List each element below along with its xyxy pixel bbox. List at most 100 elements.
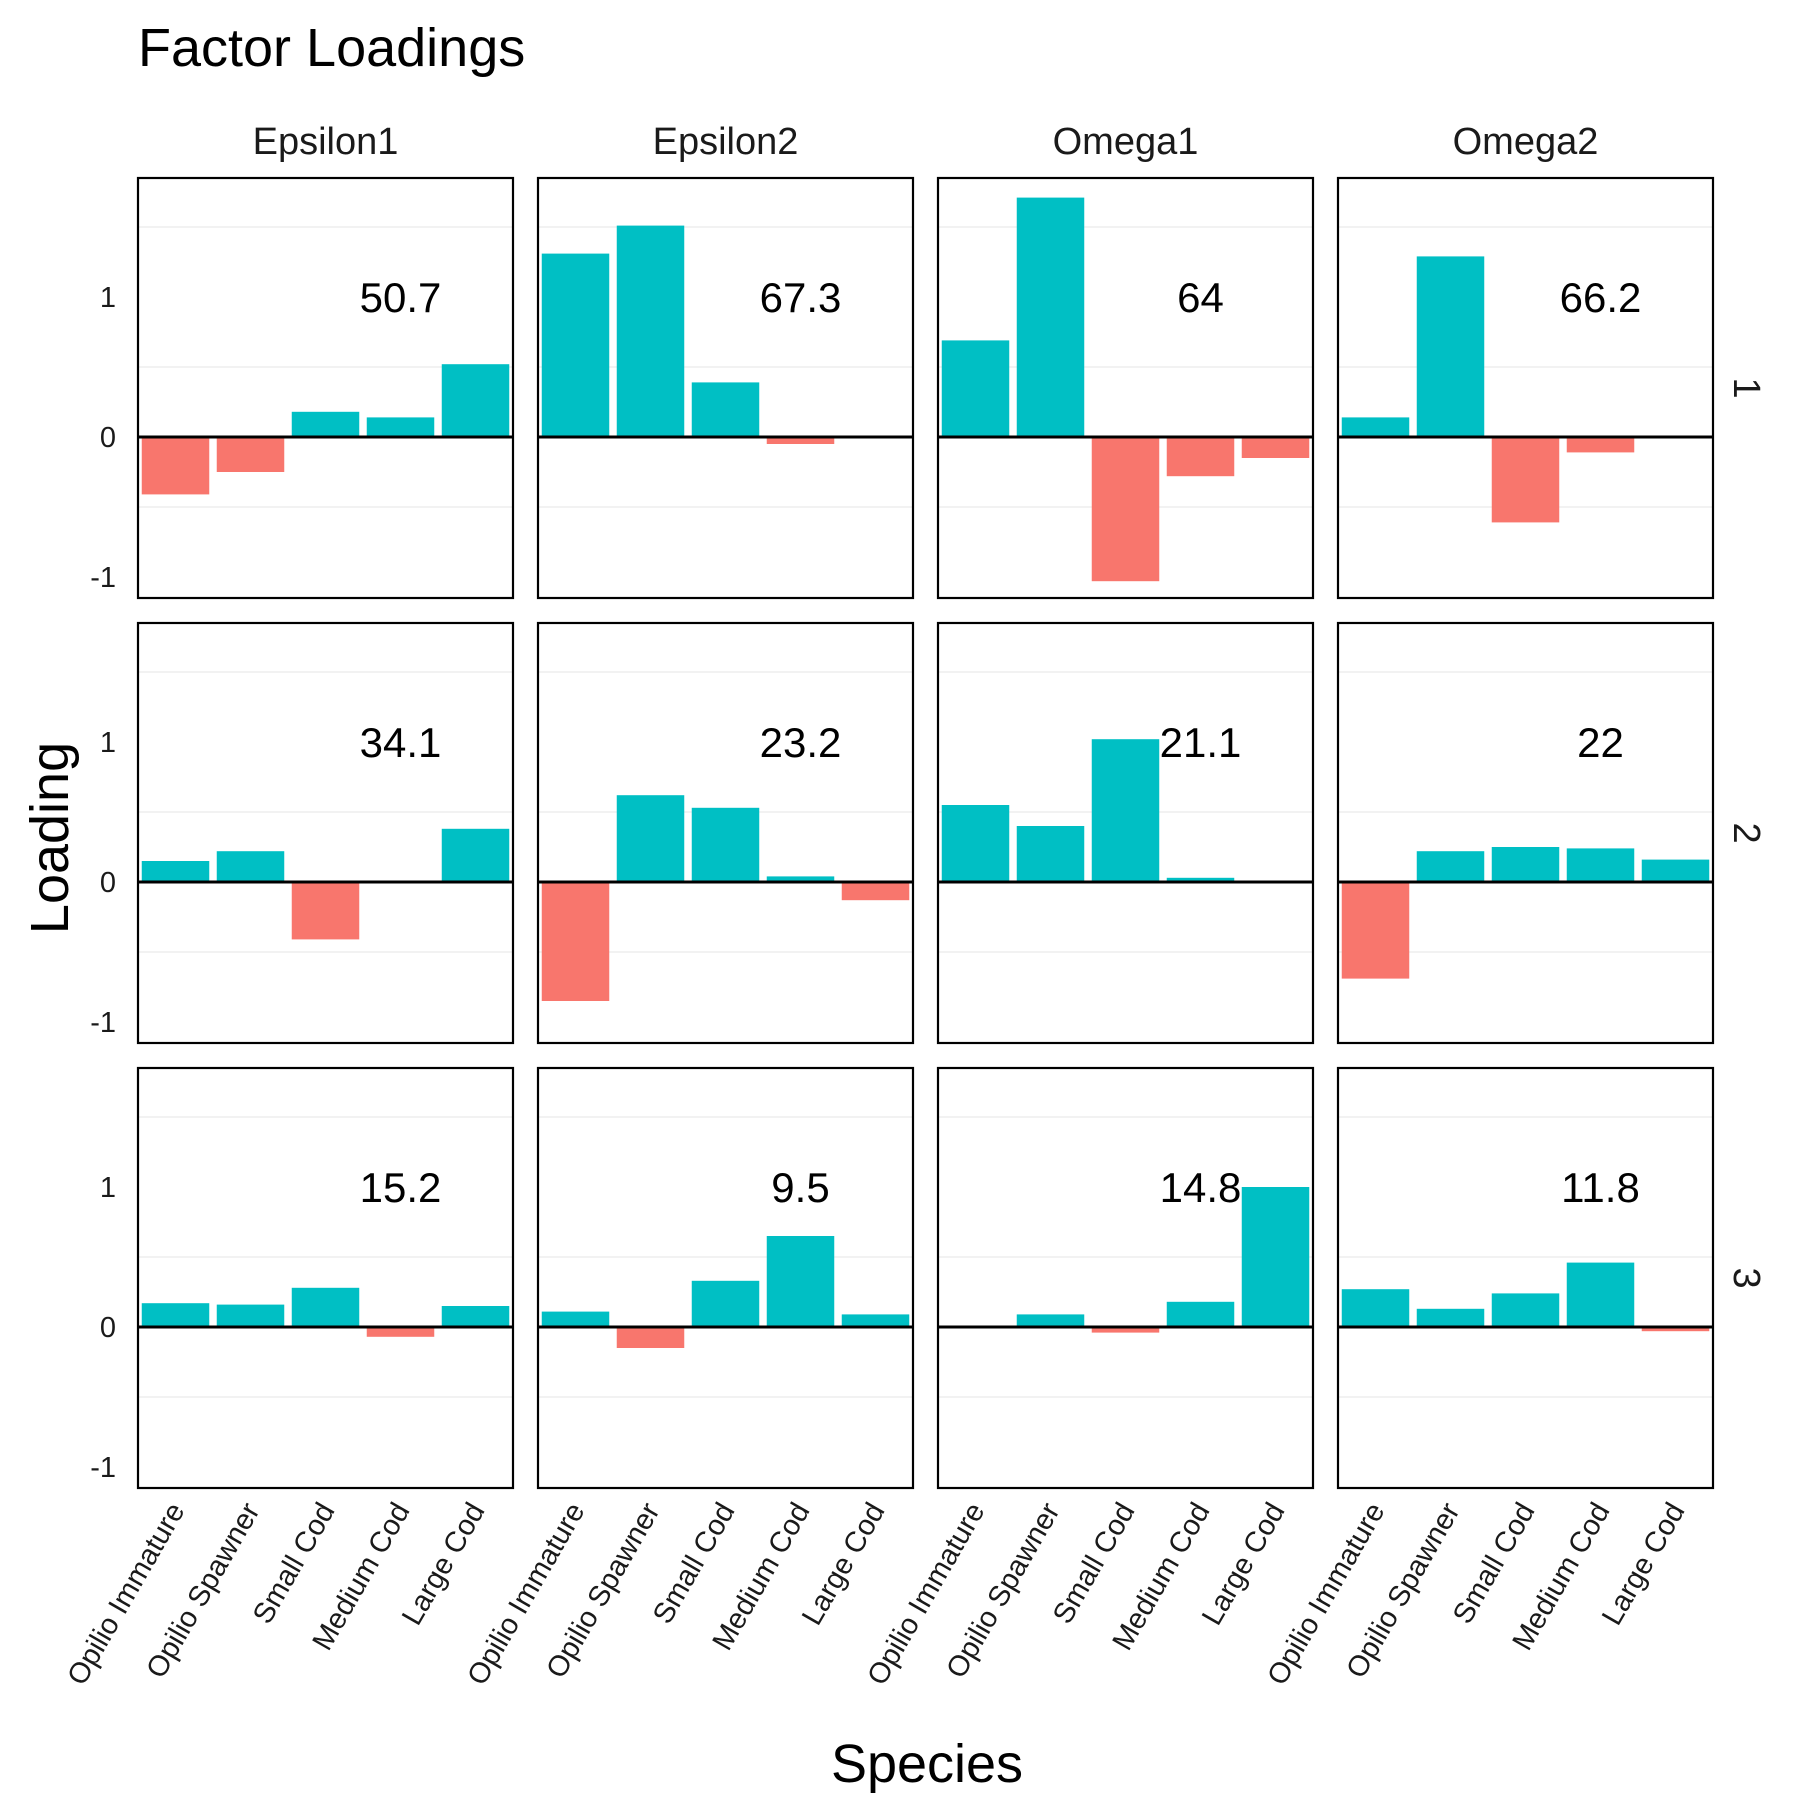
loading-bar [141, 437, 210, 495]
facet-column-label: Omega1 [1053, 121, 1199, 163]
x-axis-label: Species [831, 1734, 1023, 1794]
facet-grid: Epsilon1 Epsilon2 Omega1 Omega2 1 2 3 50.7 67.3 6… [62, 121, 1767, 1691]
panel-value-label: 21.1 [1160, 719, 1242, 766]
loading-bar [141, 1303, 210, 1327]
loading-bar [941, 805, 1010, 882]
loading-bar [1166, 877, 1235, 882]
loading-bar [691, 382, 760, 437]
panel-frame [1336, 621, 1715, 1045]
panel-frame [136, 621, 515, 1045]
loading-bar [366, 1327, 435, 1337]
y-tick-label: -1 [90, 1452, 116, 1484]
chart-title: Factor Loadings [138, 18, 525, 78]
panel-frame [936, 176, 1315, 600]
y-tick-label: 1 [100, 1172, 116, 1204]
panel-frame [536, 176, 915, 600]
panel-frame [936, 1066, 1315, 1490]
loading-bar [1341, 417, 1410, 437]
panel-value-label: 15.2 [360, 1164, 442, 1211]
loading-bar [1566, 437, 1635, 453]
loading-bar [691, 807, 760, 882]
panel-frame [136, 1066, 515, 1490]
facet-row-label: 2 [1725, 822, 1767, 843]
panel-value-label: 22 [1577, 719, 1624, 766]
loading-bar [1341, 882, 1410, 979]
facet-column-label: Epsilon1 [253, 121, 399, 163]
loading-bar [1091, 1327, 1160, 1333]
loading-bar [1566, 848, 1635, 882]
panel-value-label: 9.5 [771, 1164, 829, 1211]
loading-bar [1491, 437, 1560, 523]
loading-bar [541, 1311, 610, 1327]
panel-value-label: 66.2 [1560, 274, 1642, 321]
loading-bar [1641, 1327, 1710, 1332]
loading-bar [291, 1287, 360, 1327]
y-tick-label: -1 [90, 1007, 116, 1039]
panel-frame [1336, 1066, 1715, 1490]
loading-bar [1416, 851, 1485, 882]
loading-bar [766, 1236, 835, 1327]
loading-bar [1566, 1262, 1635, 1327]
loading-bar [1016, 197, 1085, 437]
panel-frame [536, 1066, 915, 1490]
loading-bar [616, 795, 685, 882]
panel-frame [536, 621, 915, 1045]
loading-bar [616, 225, 685, 437]
panel-frame [1336, 176, 1715, 600]
loading-bar [541, 882, 610, 1001]
panel-value-label: 34.1 [360, 719, 442, 766]
loading-bar [1166, 1301, 1235, 1327]
facet-row-label: 3 [1725, 1267, 1767, 1288]
loading-bar [291, 411, 360, 437]
loading-bar [366, 417, 435, 437]
loading-bar [1416, 256, 1485, 437]
loading-bar [941, 340, 1010, 437]
loading-bar [541, 253, 610, 437]
loading-bar [766, 876, 835, 882]
y-tick-label: 0 [100, 1312, 116, 1344]
loading-bar [1091, 437, 1160, 582]
loading-bar [1241, 1187, 1310, 1327]
loading-bar [766, 437, 835, 444]
y-tick-label: 1 [100, 282, 116, 314]
loading-bar [841, 1314, 910, 1327]
loading-bar [1416, 1308, 1485, 1327]
panel-frame [936, 621, 1315, 1045]
y-tick-label: 1 [100, 727, 116, 759]
y-tick-label: 0 [100, 422, 116, 454]
loading-bar [1016, 826, 1085, 882]
loading-bar [216, 851, 285, 882]
loading-bar [1641, 859, 1710, 882]
loading-bar [1491, 1293, 1560, 1327]
panel-value-label: 11.8 [1561, 1164, 1640, 1211]
loading-bar [616, 1327, 685, 1348]
loading-bar [1341, 1289, 1410, 1327]
y-tick-label: -1 [90, 562, 116, 594]
loading-bar [141, 861, 210, 882]
loading-bar [841, 882, 910, 901]
y-axis-label: Loading [20, 742, 80, 934]
loading-bar [1016, 1314, 1085, 1327]
loading-bar [1491, 847, 1560, 882]
panel-value-label: 23.2 [760, 719, 842, 766]
loading-bar [691, 1280, 760, 1327]
panel-frame [136, 176, 515, 600]
loading-bar [1091, 739, 1160, 882]
loading-bar [291, 882, 360, 940]
facet-row-label: 1 [1725, 377, 1767, 398]
facet-column-label: Omega2 [1453, 121, 1599, 163]
panel-value-label: 14.8 [1160, 1164, 1242, 1211]
loading-bar [441, 828, 510, 882]
loading-bar [1241, 437, 1310, 458]
facet-column-label: Epsilon2 [653, 121, 799, 163]
panel-value-label: 67.3 [760, 274, 842, 321]
loading-bar [1166, 437, 1235, 477]
panel-value-label: 64 [1177, 274, 1224, 321]
panel-value-label: 50.7 [360, 274, 442, 321]
loading-bar [441, 1306, 510, 1327]
y-tick-label: 0 [100, 867, 116, 899]
loading-bar [216, 1304, 285, 1327]
loading-bar [216, 437, 285, 472]
loading-bar [441, 364, 510, 437]
